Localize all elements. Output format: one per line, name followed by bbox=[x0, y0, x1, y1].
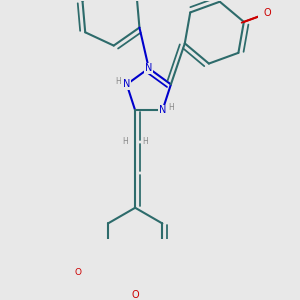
Text: N: N bbox=[159, 105, 166, 115]
Text: H: H bbox=[168, 103, 174, 112]
Text: H: H bbox=[143, 137, 148, 146]
Text: O: O bbox=[131, 290, 139, 300]
Text: O: O bbox=[74, 268, 81, 277]
Text: N: N bbox=[123, 80, 130, 89]
Text: H: H bbox=[122, 137, 128, 146]
Text: H: H bbox=[115, 76, 121, 85]
Text: O: O bbox=[263, 8, 271, 19]
Text: N: N bbox=[145, 63, 152, 73]
